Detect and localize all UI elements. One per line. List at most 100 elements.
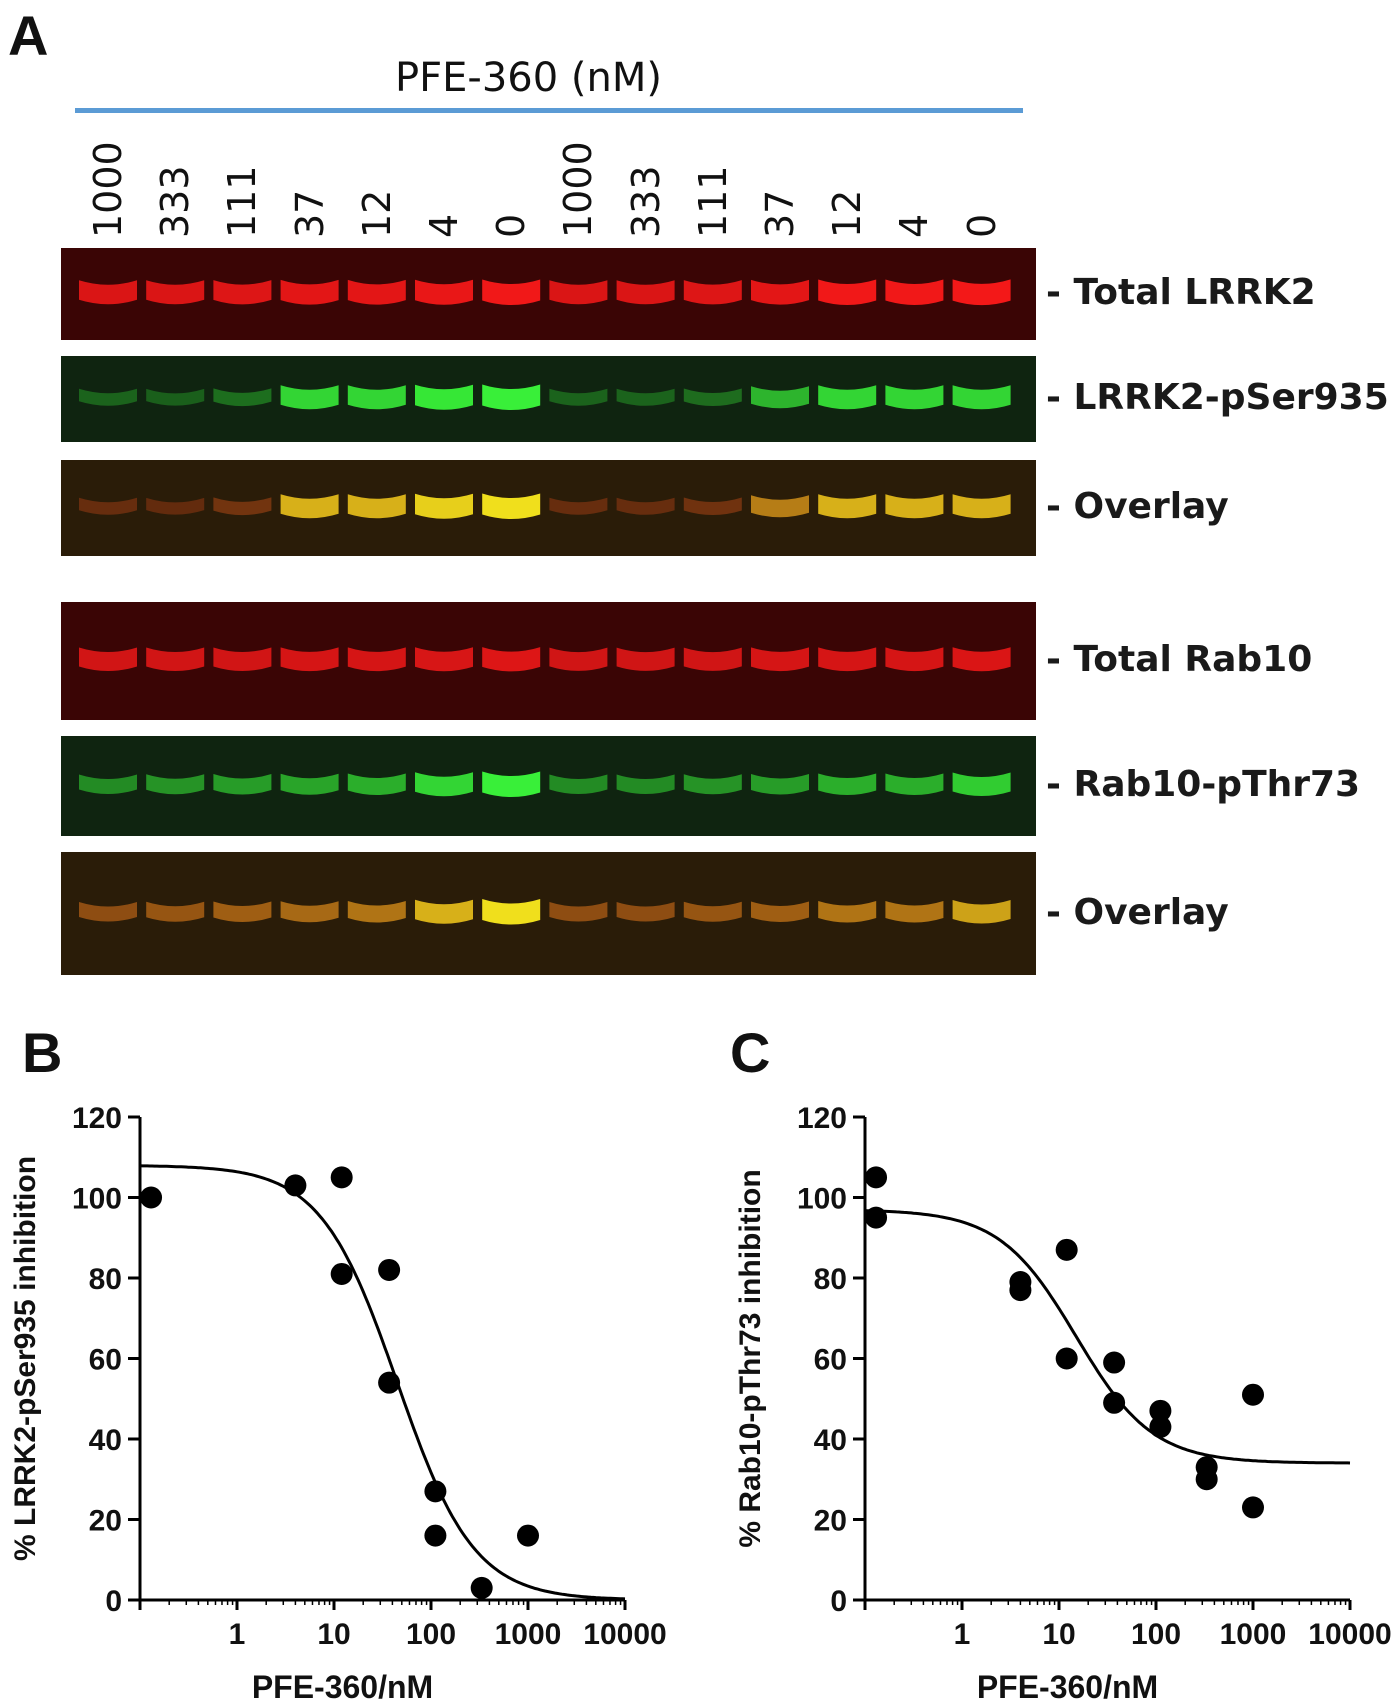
data-point: [1055, 1238, 1078, 1261]
blot-label: - Total LRRK2: [1046, 272, 1316, 313]
blot-band: [146, 774, 205, 795]
blot-band: [549, 774, 608, 794]
blot-band: [79, 280, 137, 305]
blot-band: [79, 497, 137, 515]
blot-band: [751, 901, 809, 922]
blot-band: [549, 388, 608, 406]
blot-band: [280, 647, 339, 672]
blot-band: [347, 647, 406, 672]
blot-band: [952, 647, 1011, 672]
data-point: [1009, 1279, 1032, 1302]
y-tick-label: 120: [72, 1102, 122, 1135]
blot-band: [885, 647, 944, 672]
data-point: [517, 1524, 539, 1547]
x-axis-label: PFE-360/nM: [252, 1669, 433, 1702]
blot-band: [79, 388, 137, 406]
data-point: [424, 1480, 447, 1503]
blot-label: - Overlay: [1046, 891, 1229, 933]
panel-c-letter: C: [730, 1021, 771, 1084]
blot-band: [616, 902, 675, 922]
panel-a-letter: A: [8, 4, 49, 67]
x-tick-label: 1000: [495, 1618, 562, 1651]
lane-label: 1000: [556, 141, 601, 238]
blot-band: [213, 280, 272, 305]
lane-label: 37: [287, 189, 332, 238]
blot-band: [280, 279, 339, 305]
x-axis-label: PFE-360/nM: [977, 1669, 1158, 1702]
blot-band: [616, 388, 675, 406]
blot-band: [146, 280, 205, 305]
lane-label: 0: [959, 213, 1004, 238]
blot-band: [415, 384, 473, 410]
y-axis-label: % Rab10-pThr73 inhibition: [734, 1169, 767, 1547]
data-point: [470, 1576, 493, 1599]
blot-band: [549, 647, 608, 671]
x-tick-label: 10: [1042, 1618, 1075, 1651]
blot-band: [952, 279, 1011, 306]
y-tick-label: 0: [105, 1585, 122, 1618]
lane-label: 12: [354, 189, 399, 238]
blot-band: [280, 385, 339, 410]
blot-band: [213, 901, 272, 922]
data-point: [1149, 1415, 1172, 1438]
drug-title-underline: [75, 108, 1023, 113]
data-point: [1195, 1468, 1218, 1491]
blot-label: - Overlay: [1046, 486, 1229, 527]
blot-band: [482, 647, 541, 672]
blot-strip: [61, 852, 1036, 975]
y-tick-label: 40: [89, 1424, 122, 1457]
y-tick-label: 60: [89, 1344, 122, 1377]
blot-strip: [61, 248, 1036, 340]
blot-band: [280, 901, 339, 923]
blot-band: [213, 497, 272, 516]
blot-strip: [61, 356, 1036, 442]
blot-band: [482, 493, 541, 519]
blot-band: [683, 647, 742, 671]
blot-band: [683, 774, 742, 795]
blot-band: [683, 388, 742, 406]
blot-band: [885, 279, 944, 305]
blot-band: [280, 494, 339, 519]
y-tick-label: 0: [830, 1585, 847, 1618]
x-tick-label: 100: [406, 1618, 456, 1651]
blot-strip: [61, 460, 1036, 556]
y-tick-label: 100: [797, 1183, 847, 1216]
blot-band: [952, 772, 1011, 796]
x-tick-label: 1000: [1220, 1618, 1287, 1651]
blot-band: [415, 772, 473, 797]
fit-curve: [864, 1209, 1351, 1465]
blot-band: [885, 901, 944, 923]
y-axis-label: % LRRK2-pSer935 inhibition: [9, 1156, 42, 1561]
blot-band: [818, 494, 877, 519]
x-tick-label: 100: [1131, 1618, 1181, 1651]
y-tick-label: 40: [814, 1424, 847, 1457]
blot-band: [213, 388, 272, 407]
blot-label: - Rab10-pThr73: [1046, 764, 1361, 805]
blot-band: [885, 385, 944, 410]
x-tick-label: 10000: [583, 1618, 666, 1651]
blot-strip: [61, 736, 1036, 836]
y-tick-label: 60: [814, 1344, 847, 1377]
lane-label: 37: [758, 189, 802, 238]
data-point: [1242, 1383, 1264, 1406]
data-point: [378, 1371, 401, 1394]
lane-label: 4: [892, 213, 937, 238]
blot-band: [818, 385, 877, 410]
blot-band: [818, 647, 877, 672]
blot-band: [885, 773, 944, 795]
x-tick-label: 1: [229, 1618, 246, 1651]
blot-band: [616, 497, 675, 515]
blot-band: [347, 494, 406, 519]
blot-band: [146, 647, 205, 671]
data-point: [1055, 1347, 1078, 1370]
blot-band: [751, 386, 809, 409]
lane-label: 0: [489, 213, 534, 238]
x-tick-label: 1: [954, 1618, 971, 1651]
blot-band: [347, 385, 406, 410]
lane-label: 1000: [86, 141, 130, 238]
blot-band: [415, 899, 473, 924]
blot-band: [952, 900, 1011, 924]
blot-band: [79, 902, 137, 922]
blot-band: [818, 279, 877, 305]
x-tick-label: 10: [317, 1618, 350, 1651]
